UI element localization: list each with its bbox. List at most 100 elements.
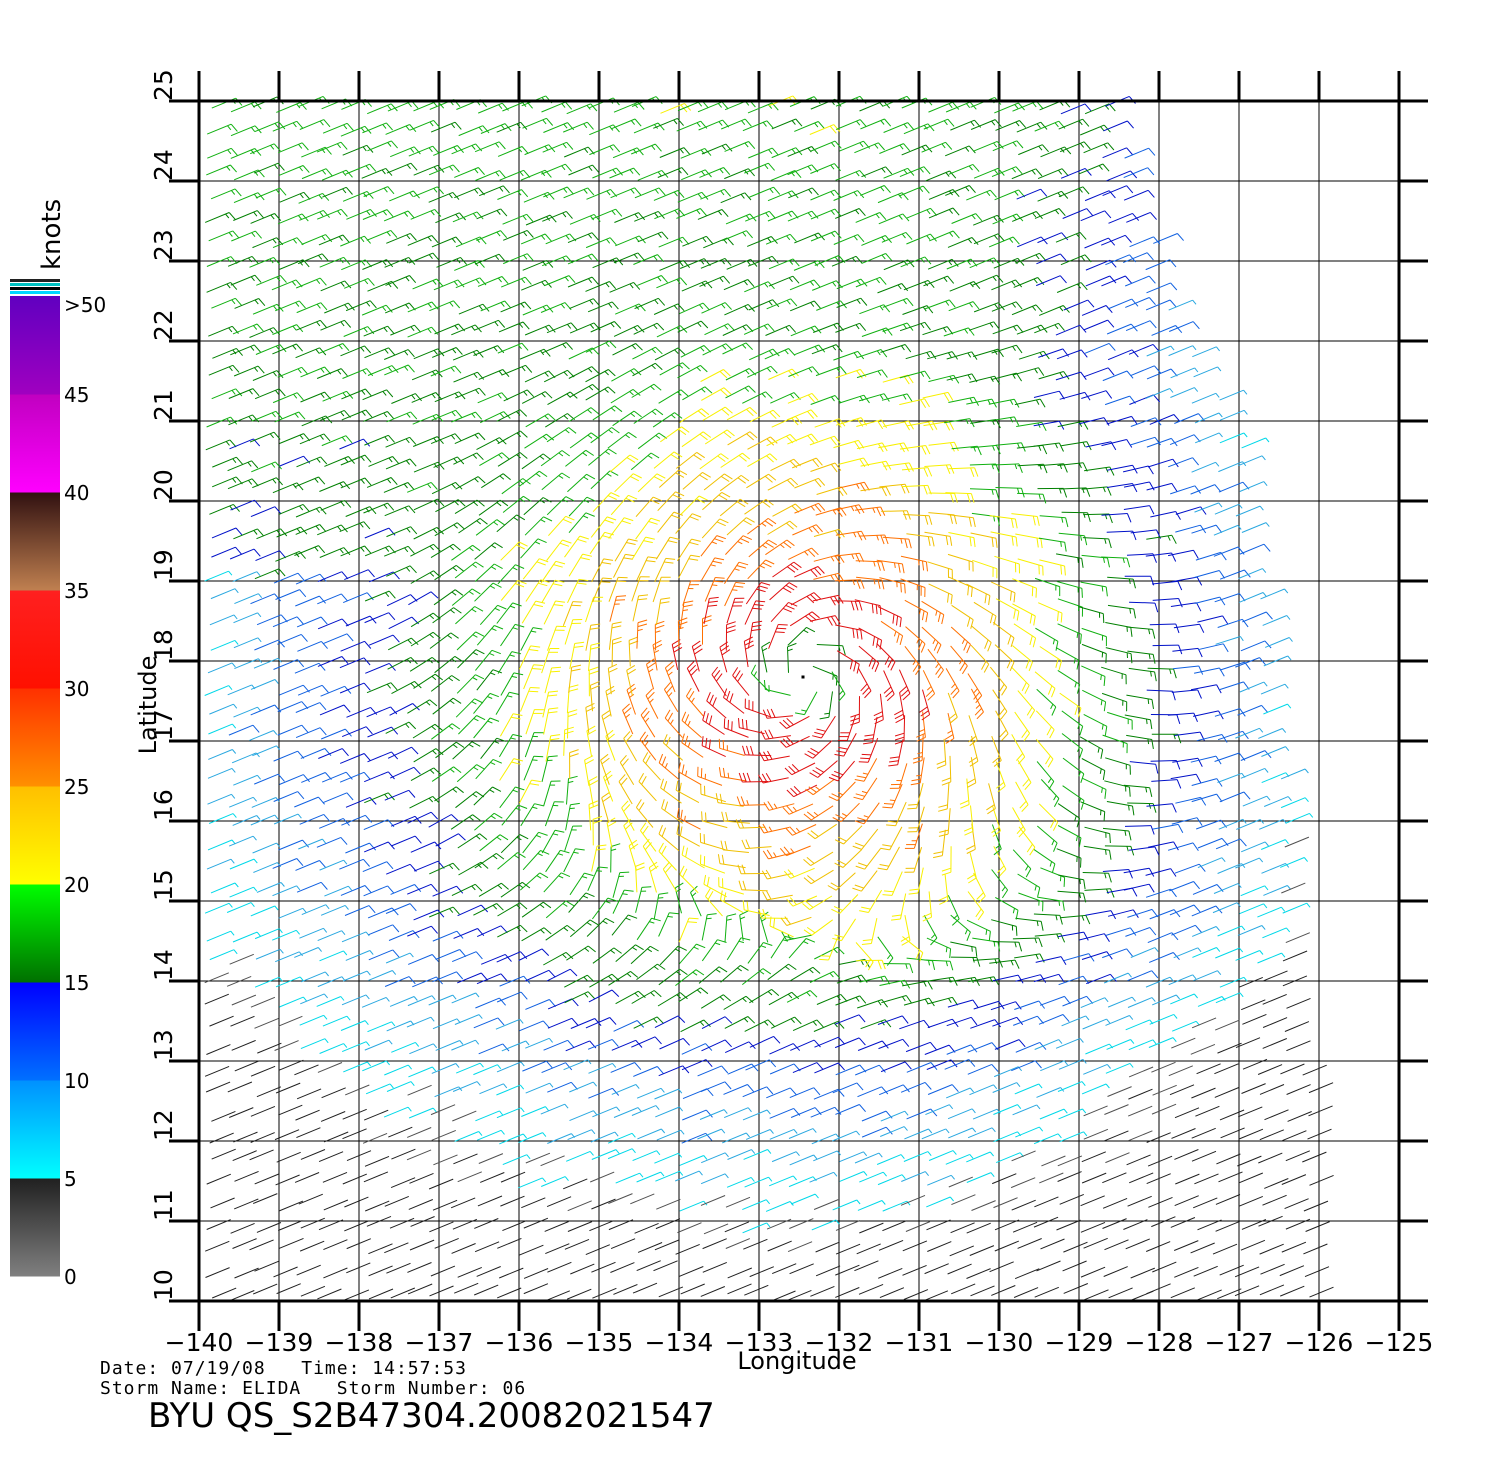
wind-barb	[1061, 441, 1092, 451]
wind-barb	[810, 208, 842, 220]
wind-barb	[475, 997, 506, 1009]
wind-barb	[474, 319, 506, 331]
wind-barb	[877, 846, 900, 871]
wind-barb	[746, 365, 778, 378]
wind-barb	[319, 950, 348, 962]
wind-barb	[479, 185, 510, 197]
wind-barb	[881, 393, 913, 403]
wind-barb	[929, 230, 960, 242]
wind-barb	[1083, 319, 1115, 331]
product-id: BYU QS_S2B47304.20082021547	[148, 1396, 715, 1436]
wind-barb	[720, 840, 749, 853]
wind-barb	[1240, 885, 1269, 897]
wind-barb	[738, 718, 765, 735]
wind-barb	[1152, 823, 1184, 833]
wind-barb	[229, 886, 258, 898]
latitude-tick-label: 23	[149, 229, 178, 261]
longitude-tick-label: −127	[1205, 1328, 1274, 1357]
wind-barb	[413, 461, 445, 473]
wind-barb	[679, 1155, 708, 1166]
wind-barb	[1102, 1172, 1127, 1184]
wind-barb	[1145, 888, 1177, 898]
wind-barb	[742, 120, 774, 132]
wind-barb	[1308, 1105, 1333, 1117]
wind-barb	[1238, 1106, 1263, 1118]
wind-barb	[409, 1172, 434, 1184]
wind-barb	[497, 1287, 522, 1299]
wind-barb	[638, 773, 657, 802]
wind-barb	[408, 1199, 433, 1210]
storm-number-value: 06	[502, 1378, 527, 1399]
wind-barb	[1127, 650, 1156, 664]
wind-barb	[428, 1178, 454, 1190]
wind-barb	[1191, 778, 1223, 787]
wind-barb	[654, 347, 686, 361]
wind-barb	[720, 890, 744, 914]
wind-barb	[794, 566, 825, 578]
wind-barb	[233, 1131, 258, 1143]
wind-barb	[880, 1126, 908, 1137]
wind-barb	[717, 854, 746, 869]
wind-barb	[677, 617, 688, 648]
wind-barb	[297, 253, 329, 265]
wind-barb	[457, 1171, 482, 1183]
wind-barb	[364, 347, 396, 359]
wind-barb	[636, 556, 658, 581]
wind-barb	[836, 650, 860, 674]
wind-barb	[882, 374, 914, 385]
wind-barb	[1171, 1128, 1196, 1139]
wind-barb	[1128, 667, 1157, 682]
wind-barb	[857, 667, 872, 699]
wind-barb	[496, 951, 528, 963]
wind-barb	[563, 121, 594, 133]
wind-barb	[1126, 211, 1157, 223]
wind-barb	[569, 919, 599, 938]
wind-barb	[474, 582, 502, 602]
wind-barb	[615, 990, 646, 1005]
wind-barb	[387, 656, 418, 670]
wind-barb	[1238, 1128, 1264, 1140]
wind-barb	[989, 1261, 1014, 1273]
wind-barb	[545, 734, 561, 762]
wind-barb	[340, 125, 372, 137]
wind-barb	[496, 1061, 525, 1073]
wind-barb	[779, 715, 810, 729]
wind-barb	[882, 536, 912, 549]
wind-barb	[430, 723, 461, 740]
wind-barb	[431, 1129, 456, 1141]
wind-barb	[1080, 997, 1109, 1009]
wind-barb	[588, 666, 599, 697]
wind-barb	[1258, 1215, 1283, 1227]
wind-barb	[1034, 1196, 1059, 1208]
wind-barb	[726, 1176, 755, 1188]
wind-barb	[632, 362, 663, 377]
wind-barb	[994, 102, 1025, 114]
wind-barb	[724, 1221, 749, 1233]
wind-barb	[295, 524, 327, 535]
wind-barb	[362, 209, 394, 220]
wind-barb	[431, 766, 462, 782]
wind-barb	[745, 210, 776, 222]
wind-barb	[300, 1285, 326, 1297]
wind-barb	[496, 602, 522, 624]
wind-barb	[434, 522, 465, 537]
wind-barb	[296, 1088, 322, 1100]
wind-barb	[1082, 537, 1112, 549]
wind-barb	[857, 1040, 889, 1051]
wind-barb	[274, 411, 306, 423]
wind-barb	[585, 1244, 610, 1256]
wind-barb	[524, 433, 555, 449]
wind-barb	[655, 1170, 684, 1182]
wind-barb	[1261, 839, 1289, 850]
wind-barb	[655, 1218, 681, 1230]
wind-barb	[274, 1129, 300, 1141]
wind-barb	[701, 518, 729, 539]
wind-barb	[676, 807, 701, 830]
wind-barb	[545, 900, 575, 919]
wind-barb	[1213, 524, 1242, 536]
wind-barb	[635, 496, 663, 518]
wind-barb	[568, 366, 599, 379]
wind-barb	[518, 948, 550, 961]
wind-barb	[950, 119, 982, 131]
colorbar-segment	[10, 394, 60, 493]
